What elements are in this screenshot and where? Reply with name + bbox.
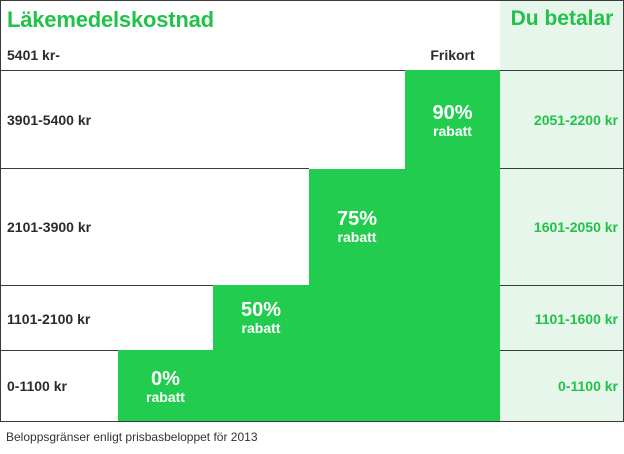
footnote: Beloppsgränser enligt prisbasbeloppet fö… <box>6 430 258 444</box>
separator-line <box>1 350 118 351</box>
rabatt-percent: 75% <box>336 208 378 230</box>
rabatt-label-90: 90% rabatt <box>405 103 500 138</box>
cost-title: Läkemedelskostnad <box>7 7 214 32</box>
separator-line <box>1 285 213 286</box>
step-75-percent <box>309 169 500 286</box>
separator-line <box>500 285 623 286</box>
rabatt-percent: 90% <box>432 102 473 124</box>
rabatt-label-0: 0% rabatt <box>118 369 213 404</box>
separator-line <box>500 168 623 169</box>
separator-line <box>1 168 309 169</box>
cost-label-5401-plus: 5401 kr- <box>7 47 60 63</box>
rabatt-percent: 50% <box>240 299 282 321</box>
cost-label-1101-2100: 1101-2100 kr <box>7 311 91 327</box>
separator-line <box>500 350 623 351</box>
cost-label-3901-5400: 3901-5400 kr <box>7 112 92 128</box>
rabatt-word: rabatt <box>146 389 185 405</box>
step-90-percent <box>405 70 500 170</box>
rabatt-label-50: 50% rabatt <box>213 300 309 335</box>
pay-label-0-1100: 0-1100 kr <box>558 378 618 394</box>
rabatt-word: rabatt <box>433 123 472 139</box>
step-50-percent <box>213 285 500 351</box>
pay-title: Du betalar <box>510 7 614 30</box>
cost-label-2101-3900: 2101-3900 kr <box>7 219 92 235</box>
pay-label-1601-2050: 1601-2050 kr <box>533 219 618 235</box>
step-0-percent <box>118 350 500 421</box>
separator-line <box>1 70 405 71</box>
du-betalar-column <box>500 1 623 421</box>
cost-label-0-1100: 0-1100 kr <box>7 378 67 394</box>
rabatt-percent: 0% <box>151 368 180 390</box>
pay-label-1101-1600: 1101-1600 kr <box>534 311 618 327</box>
pay-label-2051-2200: 2051-2200 kr <box>533 112 618 128</box>
frikort-label: Frikort <box>430 47 475 63</box>
rabatt-label-75: 75% rabatt <box>309 209 405 244</box>
rabatt-word: rabatt <box>241 320 281 336</box>
rabatt-word: rabatt <box>337 229 377 245</box>
cost-diagram: Läkemedelskostnad Du betalar 5401 kr- 39… <box>0 0 624 422</box>
separator-line <box>500 70 623 71</box>
